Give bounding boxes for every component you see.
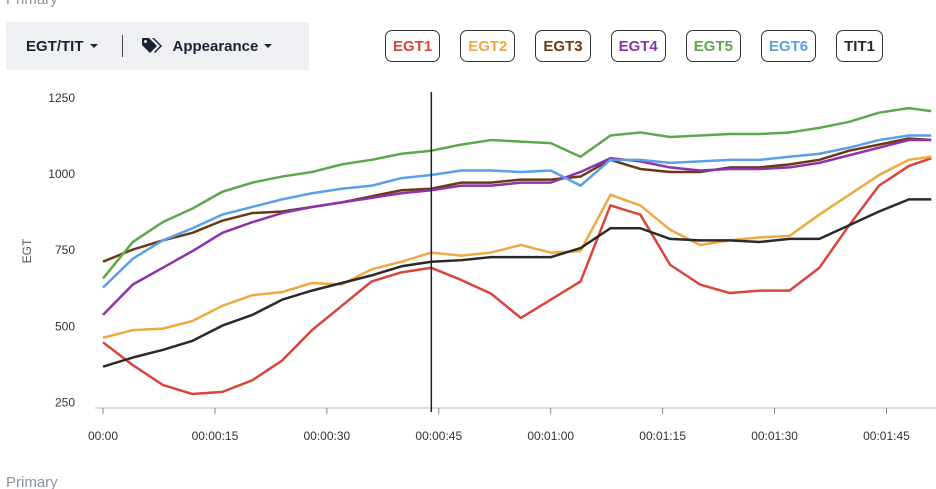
series-line xyxy=(102,157,932,396)
x-tick-label: 00:01:15 xyxy=(639,429,686,443)
series-line xyxy=(102,155,932,339)
legend-button[interactable]: EGT4 xyxy=(610,30,666,62)
metric-dropdown[interactable]: EGT/TIT xyxy=(26,38,98,55)
legend-button[interactable]: EGT6 xyxy=(760,30,817,62)
series-line xyxy=(102,134,932,289)
legend-button[interactable]: EGT1 xyxy=(385,30,441,62)
x-tick-label: 00:00 xyxy=(88,429,118,443)
section-label: Primary xyxy=(6,0,58,8)
x-tick-label: 00:01:30 xyxy=(751,429,798,443)
series-line xyxy=(102,106,932,280)
caret xyxy=(89,44,98,48)
section-label: Primary xyxy=(6,474,58,489)
series-line xyxy=(102,138,932,316)
divider xyxy=(121,35,123,57)
legend-button[interactable]: EGT2 xyxy=(460,30,516,62)
x-tick-label: 00:00:15 xyxy=(192,429,239,443)
legend-button[interactable]: EGT5 xyxy=(685,30,741,62)
appearance-label: Appearance xyxy=(172,37,259,55)
caret xyxy=(264,44,273,48)
series-line xyxy=(102,198,932,368)
metric-label: EGT/TIT xyxy=(26,37,84,55)
series-line xyxy=(102,137,932,263)
y-axis-label: EGT xyxy=(20,238,34,263)
y-tick-label: 750 xyxy=(55,243,75,257)
legend-button[interactable]: TIT1 xyxy=(836,30,883,62)
y-tick-label: 500 xyxy=(55,319,75,333)
x-tick-label: 00:01:00 xyxy=(527,429,574,443)
x-tick-label: 00:00:45 xyxy=(415,429,462,443)
legend-button[interactable]: EGT3 xyxy=(535,30,591,62)
x-tick-label: 00:01:45 xyxy=(863,429,910,443)
legend: EGT1 EGT2 EGT3 EGT4 EGT5 EGT6 TIT1 xyxy=(385,30,883,62)
toolbar: EGT/TIT Appearance xyxy=(6,22,309,70)
x-tick-label: 00:00:30 xyxy=(303,429,350,443)
appearance-dropdown[interactable]: Appearance xyxy=(141,37,273,55)
y-tick-label: 1000 xyxy=(48,167,75,181)
y-tick-label: 1250 xyxy=(48,91,75,105)
tag-icon xyxy=(141,38,162,53)
y-tick-label: 250 xyxy=(55,395,75,409)
